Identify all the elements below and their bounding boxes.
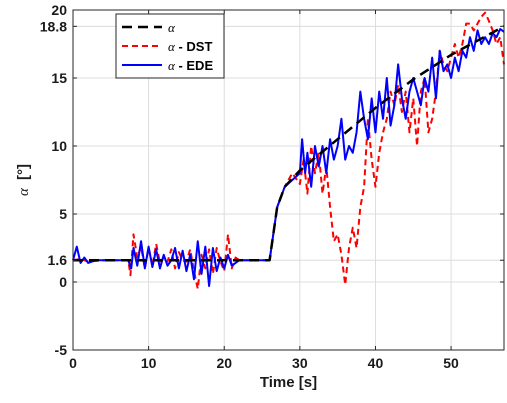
legend: α α - DST α - EDE: [115, 13, 225, 79]
x-tick-label: 0: [69, 355, 77, 371]
x-tick-label: 20: [216, 355, 232, 371]
y-tick-label: 20: [51, 2, 67, 18]
y-tick-label: 18.8: [40, 18, 67, 34]
x-tick-label: 30: [292, 355, 308, 371]
series-line-3: [72, 28, 505, 288]
x-tick-label: 50: [443, 355, 459, 371]
y-tick-label: 15: [51, 70, 67, 86]
y-axis-label-unit: [°]: [15, 164, 32, 180]
legend-label-2: α - DST: [168, 39, 212, 54]
legend-label-1: α: [168, 20, 176, 35]
legend-label-3: α - EDE: [168, 58, 213, 73]
x-tick-label: 40: [368, 355, 384, 371]
axes-box: [72, 9, 505, 351]
axes-frame: [72, 9, 505, 351]
y-tick-label: 0: [59, 274, 67, 290]
y-axis-label: α [°]: [15, 164, 32, 196]
x-axis-label: Time [s]: [260, 374, 317, 391]
y-axis-label-symbol: α: [16, 187, 32, 196]
x-tick-label: 10: [141, 355, 157, 371]
y-tick-label: 5: [59, 206, 67, 222]
y-tick-label: -5: [55, 342, 68, 358]
y-tick-label: 10: [51, 138, 67, 154]
series-line-1: [73, 25, 505, 262]
y-tick-label: 1.6: [48, 252, 68, 268]
svg-text:α [°]: α [°]: [15, 164, 32, 196]
series-group: [72, 11, 505, 290]
